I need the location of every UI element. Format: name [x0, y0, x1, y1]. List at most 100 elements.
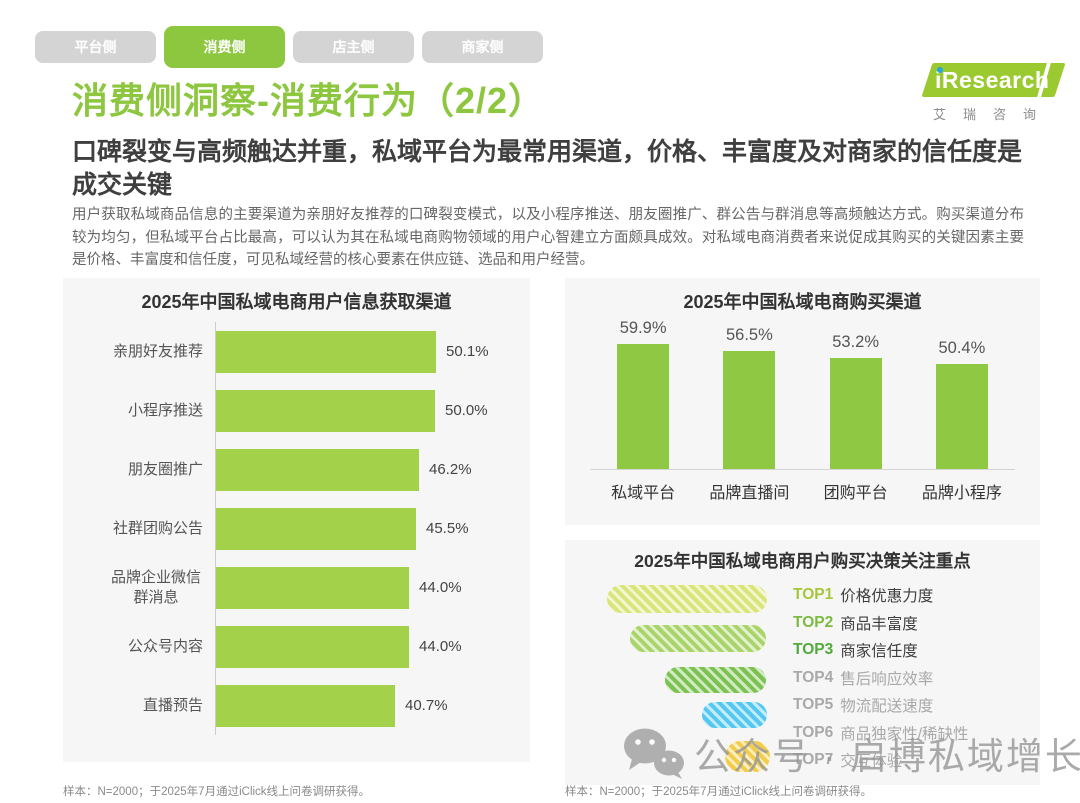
- bar-row: 公众号内容 44.0%: [63, 617, 530, 676]
- bar: [935, 364, 988, 469]
- rank-row: TOP4 售后响应效率: [793, 667, 969, 689]
- bar-row: 直播预告 40.7%: [63, 676, 530, 735]
- tab-shopkeeper-side[interactable]: 店主侧: [293, 31, 414, 63]
- category-label: 品牌直播间: [709, 485, 790, 502]
- bar: [617, 344, 670, 469]
- tab-merchant-side[interactable]: 商家侧: [422, 31, 543, 63]
- bar: [216, 507, 416, 550]
- value-label: 56.5%: [725, 326, 773, 344]
- iresearch-logo: iResearch 艾瑞咨询: [905, 58, 1070, 122]
- bar-column: 56.5%: [723, 326, 776, 469]
- decision-focus-panel: 2025年中国私域电商用户购买决策关注重点 TOP1 价格优惠力度 TOP2 商…: [565, 540, 1040, 785]
- tab-label: 商家侧: [461, 39, 504, 55]
- bar-track: 50.1%: [215, 322, 530, 381]
- category-label: 亲朋好友推荐: [112, 342, 203, 360]
- rank-list: TOP1 价格优惠力度 TOP2 商品丰富度 TOP3 商家信任度 TOP4 售…: [793, 584, 969, 771]
- logo-i-dot: [937, 67, 943, 73]
- purchase-channels-chart-panel: 2025年中国私域电商购买渠道 59.9% 56.5% 53.2% 50.4% …: [565, 278, 1040, 525]
- rank-label: 物流配送速度: [840, 698, 934, 715]
- tab-label: 店主侧: [332, 39, 375, 55]
- bar-row: 朋友圈推广 46.2%: [63, 440, 530, 499]
- funnel-pill-2: [630, 625, 766, 652]
- rank-number: TOP6: [793, 723, 834, 741]
- value-label: 46.2%: [429, 461, 472, 478]
- info-channels-chart-panel: 2025年中国私域电商用户信息获取渠道 亲朋好友推荐 50.1% 小程序推送 5…: [63, 278, 530, 762]
- bar-column: 50.4%: [935, 339, 988, 469]
- bar: [216, 330, 436, 373]
- rank-row: TOP1 价格优惠力度: [793, 584, 969, 606]
- bar-column: 59.9%: [617, 319, 670, 469]
- bar-track: 44.0%: [215, 617, 530, 676]
- bar-row: 亲朋好友推荐 50.1%: [63, 322, 530, 381]
- rank-number: TOP5: [793, 696, 834, 713]
- value-label: 44.0%: [419, 579, 462, 596]
- value-label: 45.5%: [426, 520, 469, 537]
- bar: [216, 566, 409, 609]
- slide-subtitle: 口碑裂变与高频触达并重，私域平台为最常用渠道，价格、丰富度及对商家的信任度是成交…: [72, 138, 1023, 199]
- bar-row: 社群团购公告 45.5%: [63, 499, 530, 558]
- category-label: 团购平台: [823, 485, 888, 502]
- rank-number: TOP7: [793, 751, 834, 768]
- slide-body-text: 用户获取私域商品信息的主要渠道为亲朋好友推荐的口碑裂变模式，以及小程序推送、朋友…: [72, 207, 1024, 268]
- rank-row: TOP6 商品独家性/稀缺性: [793, 722, 969, 744]
- funnel-pill-4: [702, 702, 767, 728]
- rank-label: 交互体验: [840, 753, 903, 770]
- rank-row: TOP2 商品丰富度: [793, 612, 969, 634]
- bar-column: 53.2%: [829, 333, 882, 469]
- bar-track: 50.0%: [215, 381, 530, 440]
- rank-label: 商品独家性/稀缺性: [840, 725, 969, 743]
- rank-row: TOP7 交互体验: [793, 749, 969, 771]
- bar: [216, 625, 409, 668]
- horizontal-bar-chart: 亲朋好友推荐 50.1% 小程序推送 50.0% 朋友圈推广 46.2%: [63, 322, 530, 735]
- x-axis-labels: 私域平台 品牌直播间 团购平台 品牌小程序: [590, 479, 1015, 503]
- value-label: 44.0%: [419, 638, 462, 655]
- chart-title: 2025年中国私域电商用户信息获取渠道: [141, 292, 452, 312]
- category-label: 社群团购公告: [112, 519, 203, 537]
- bar-row: 小程序推送 50.0%: [63, 381, 530, 440]
- rank-number: TOP4: [793, 668, 834, 686]
- tab-bar: 平台侧 消费侧 店主侧 商家侧: [35, 26, 543, 68]
- bar: [216, 684, 395, 727]
- value-label: 50.0%: [445, 402, 488, 419]
- funnel-pill-1: [607, 585, 767, 613]
- rank-label: 商家信任度: [840, 643, 918, 660]
- bar-row: 品牌企业微信群消息 44.0%: [63, 558, 530, 617]
- rank-label: 售后响应效率: [840, 670, 934, 688]
- bar: [829, 358, 882, 469]
- vertical-bar-chart: 59.9% 56.5% 53.2% 50.4%: [590, 318, 1015, 470]
- category-label: 品牌企业微信群消息: [110, 568, 201, 606]
- rank-number: TOP3: [793, 641, 834, 658]
- rank-number: TOP1: [793, 586, 834, 603]
- tab-label: 平台侧: [74, 39, 117, 55]
- value-label: 50.1%: [446, 343, 489, 360]
- bar-track: 44.0%: [215, 558, 530, 617]
- category-label: 公众号内容: [127, 637, 203, 655]
- category-label: 直播预告: [142, 696, 203, 714]
- logo-wordmark: iResearch: [935, 67, 1050, 93]
- value-label: 40.7%: [405, 697, 448, 714]
- category-label: 品牌小程序: [921, 485, 1002, 502]
- bar: [216, 448, 419, 491]
- chart-title: 2025年中国私域电商用户购买决策关注重点: [634, 551, 971, 571]
- bar-track: 46.2%: [215, 440, 530, 499]
- value-label: 50.4%: [938, 339, 986, 357]
- logo-chinese-name: 艾瑞咨询: [933, 107, 1054, 122]
- tab-platform-side[interactable]: 平台侧: [35, 31, 156, 63]
- bar-track: 40.7%: [215, 676, 530, 735]
- footnote-right: 样本：N=2000；于2025年7月通过iClick线上问卷调研获得。: [565, 786, 873, 798]
- footnote-left: 样本：N=2000；于2025年7月通过iClick线上问卷调研获得。: [63, 786, 371, 798]
- bar: [723, 351, 776, 469]
- tab-label: 消费侧: [203, 39, 246, 55]
- rank-row: TOP5 物流配送速度: [793, 694, 969, 716]
- funnel-pill-5: [725, 741, 770, 772]
- category-label: 朋友圈推广: [127, 460, 203, 478]
- rank-row: TOP3 商家信任度: [793, 639, 969, 661]
- value-label: 59.9%: [619, 319, 667, 337]
- bar: [216, 389, 435, 432]
- category-label: 私域平台: [611, 485, 676, 502]
- tab-consumer-side[interactable]: 消费侧: [164, 26, 285, 68]
- page-title: 消费侧洞察-消费行为（2/2）: [72, 80, 546, 121]
- bar-track: 45.5%: [215, 499, 530, 558]
- rank-label: 商品丰富度: [840, 615, 918, 633]
